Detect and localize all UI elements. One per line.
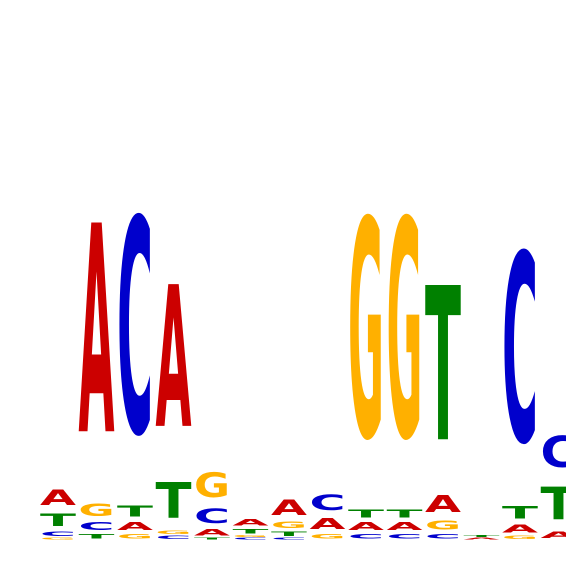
logo-letter-a: A [464, 537, 501, 540]
logo-letter-c: C [233, 538, 269, 540]
logo-letter-c: C [387, 533, 423, 540]
logo-letter-t: T [156, 474, 192, 531]
logo-letter-c: C [541, 427, 566, 477]
logo-letter-t: T [233, 527, 270, 535]
logo-letter-c: C [310, 490, 346, 515]
logo-letter-t: T [502, 503, 538, 523]
logo-letter-t: T [541, 478, 566, 530]
logo-letter-g: G [271, 520, 307, 530]
logo-letter-t: T [348, 508, 384, 520]
logo-letter-g: G [79, 500, 115, 520]
logo-letter-g: G [40, 538, 76, 540]
logo-letter-a: A [425, 490, 462, 517]
logo-letter-a: A [348, 520, 384, 532]
logo-letter-c: C [271, 538, 307, 540]
logo-letter-a: A [233, 518, 269, 528]
logo-letter-a: A [271, 495, 307, 520]
logo-position-8: GAC [310, 490, 346, 540]
logo-letter-c: C [117, 158, 153, 501]
logo-letter-a: A [502, 523, 538, 535]
logo-letter-g: G [387, 160, 423, 507]
logo-letter-c: C [40, 530, 76, 537]
logo-letter-t: T [40, 511, 76, 531]
logo-letter-c: C [194, 505, 230, 528]
logo-letter-g: G [117, 533, 153, 540]
logo-letter-stacks: GCTATCGAGATCCGTATACGCGTACTGAGACCATGCATGC… [40, 158, 566, 540]
logo-letter-a: A [541, 530, 566, 540]
logo-letter-c: C [156, 535, 192, 540]
logo-letter-c: C [425, 533, 461, 540]
logo-letter-a: A [310, 515, 346, 532]
logo-letter-a: A [156, 247, 192, 473]
logo-letter-a: A [117, 520, 153, 532]
logo-letter-c: C [79, 520, 115, 532]
logo-letter-g: G [348, 160, 384, 507]
logo-letter-g: G [310, 533, 346, 540]
logo-position-14: ATC [541, 427, 566, 540]
logo-letter-c: C [348, 533, 384, 540]
logo-letter-g: G [233, 535, 269, 537]
logo-letter-t: T [425, 244, 461, 490]
logo-letter-g: G [194, 466, 230, 505]
logo-letter-g: G [425, 518, 461, 533]
logo-letter-t: T [271, 530, 308, 538]
logo-letter-a: A [40, 485, 76, 510]
logo-letter-t: T [464, 535, 501, 538]
logo-letter-a: A [387, 520, 423, 532]
logo-letter-a: A [194, 528, 230, 538]
logo-letter-c: C [502, 200, 538, 502]
logo-letter-g: G [502, 535, 538, 540]
logo-letter-t: T [79, 532, 116, 540]
logo-letter-t: T [194, 537, 231, 540]
logo-position-12: AT [464, 535, 501, 540]
logo-letter-a: A [79, 167, 115, 499]
logo-letter-g: G [156, 530, 192, 535]
logo-letter-t: T [387, 508, 423, 520]
logo-letter-t: T [117, 503, 154, 520]
